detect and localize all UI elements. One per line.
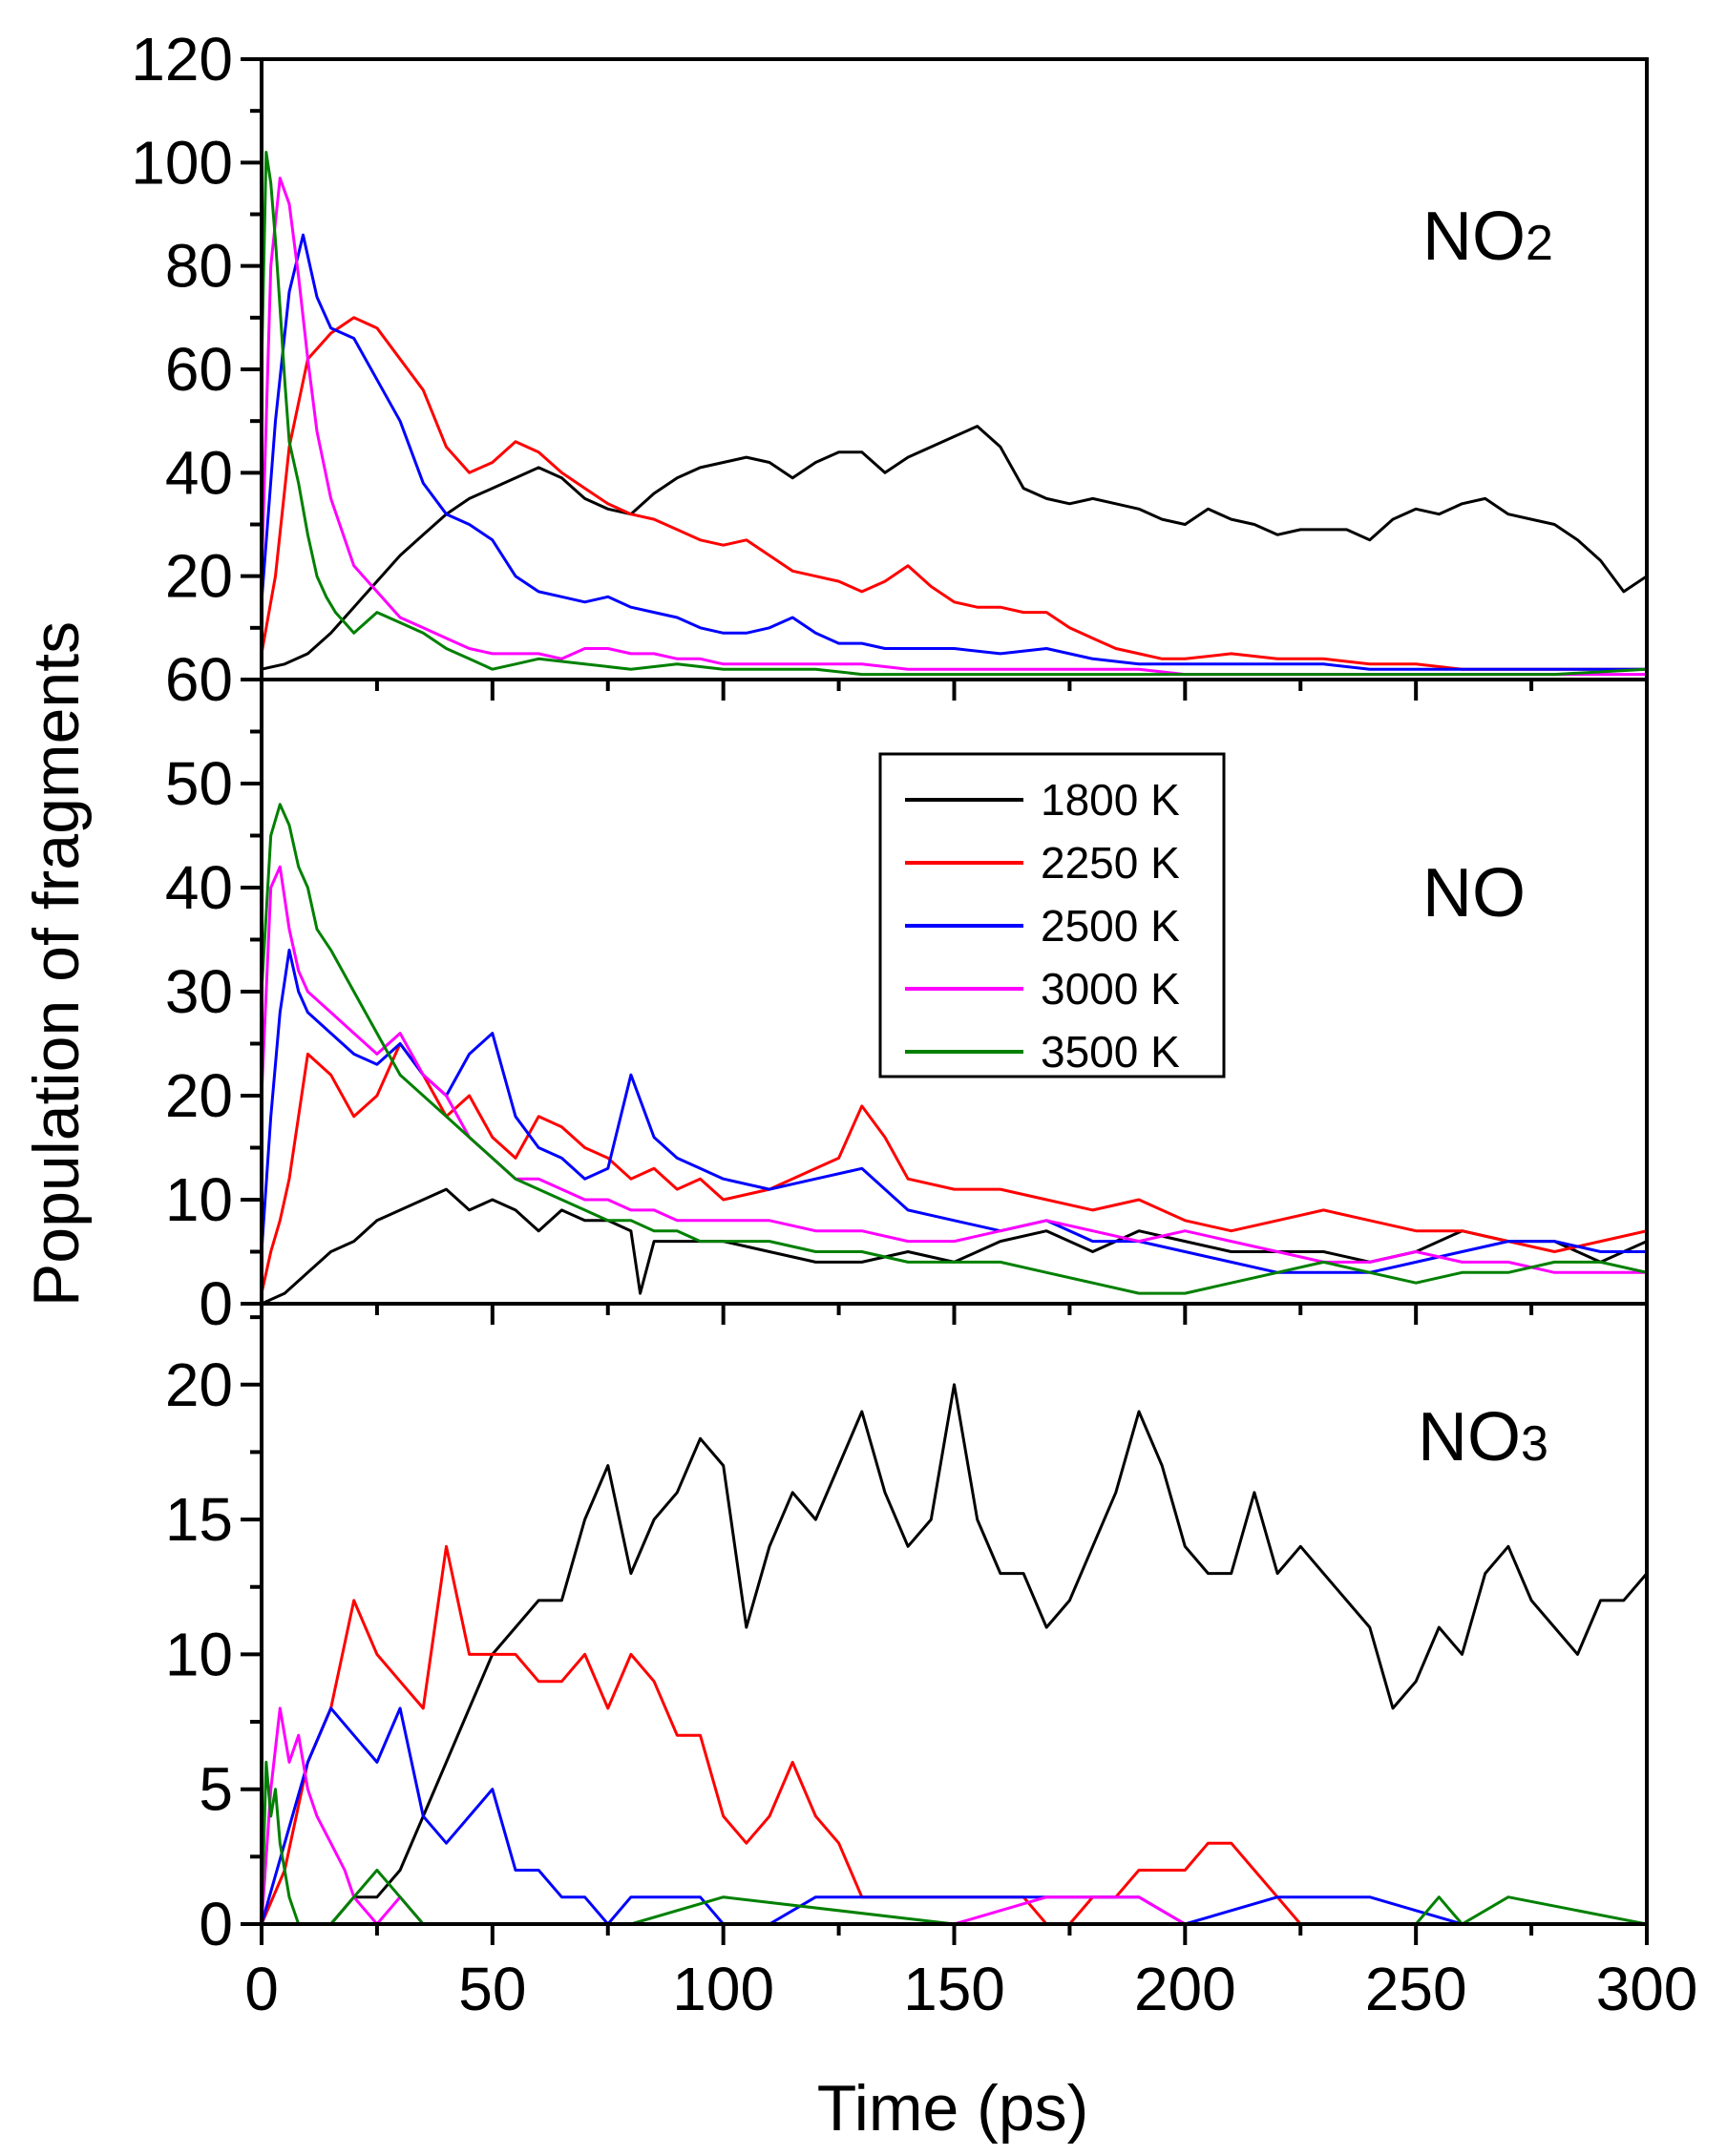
series-line-2500k [262, 948, 1647, 1274]
panel-label-subscript: 2 [1526, 216, 1553, 271]
x-tick-label: 0 [244, 1955, 279, 2023]
y-tick-label: 120 [131, 25, 233, 94]
panel-label-main: NO [1422, 199, 1526, 275]
legend-label: 2500 K [1041, 901, 1180, 951]
panel-label-no2: NO2 [1422, 199, 1553, 275]
legend: 1800 K 2250 K 2500 K 3000 K 3500 K [878, 752, 1226, 1078]
y-tick-label: 30 [165, 957, 233, 1026]
y-tick-label: 10 [165, 1165, 233, 1234]
y-tick-label: 0 [199, 1269, 233, 1338]
panel-label-no3: NO3 [1418, 1399, 1548, 1476]
x-tick-label: 200 [1134, 1955, 1236, 2023]
panel-label-subscript: 3 [1521, 1416, 1548, 1472]
y-tick-label: 20 [165, 542, 233, 611]
x-axis-title: Time (ps) [817, 2072, 1089, 2145]
legend-label: 3000 K [1041, 964, 1180, 1014]
series-group [262, 803, 1647, 1304]
series-line-3000k [262, 177, 1647, 677]
y-tick-label: 50 [165, 749, 233, 818]
y-tick-label: 40 [165, 853, 233, 922]
y-tick-label: 100 [131, 128, 233, 197]
legend-label: 1800 K [1041, 775, 1180, 825]
y-tick-label: 60 [165, 335, 233, 404]
x-tick-label: 250 [1365, 1955, 1467, 2023]
panel-label-no: NO [1422, 855, 1526, 931]
series-group [262, 151, 1647, 677]
y-tick-label: 10 [165, 1620, 233, 1688]
y-tick-label: 5 [199, 1755, 233, 1824]
legend-label: 3500 K [1041, 1027, 1180, 1077]
y-tick-label: 60 [165, 645, 233, 714]
y-tick-label: 20 [165, 1350, 233, 1419]
series-line-3500k [262, 1760, 1647, 1924]
series-line-2250k [262, 1544, 1370, 1924]
x-tick-label: 50 [458, 1955, 526, 2023]
series-line-2250k [262, 1042, 1647, 1294]
panel-label-main: NO [1418, 1399, 1521, 1476]
series-line-3500k [262, 151, 1647, 677]
series-line-1800k [262, 1187, 1647, 1304]
legend-box [878, 752, 1226, 1078]
series-group [262, 1383, 1647, 1924]
plot-frame [260, 57, 1649, 681]
y-tick-label: 15 [165, 1485, 233, 1554]
panel-no2: 60 20 40 60 80 100 120 NO2 [131, 25, 1649, 714]
series-line-3500k [262, 803, 1647, 1295]
panel-label-main: NO [1422, 855, 1526, 931]
series-line-2250k [262, 316, 1647, 671]
panel-no: 0 10 20 30 40 50 NO [165, 678, 1649, 1338]
y-tick-label: 20 [165, 1061, 233, 1130]
y-tick-label: 40 [165, 438, 233, 507]
plot-frame [260, 1302, 1649, 1926]
y-axis-title: Population of fragments [20, 621, 93, 1307]
series-line-3000k [262, 865, 1647, 1274]
legend-label: 2250 K [1041, 838, 1180, 888]
y-tick-label: 0 [199, 1890, 233, 1958]
x-tick-label: 100 [672, 1955, 774, 2023]
y-tick-label: 80 [165, 232, 233, 301]
series-line-1800k [262, 1383, 1647, 1924]
panels: 6020406080100120NO201020304050NO05101520… [131, 25, 1697, 2023]
x-tick-label: 150 [903, 1955, 1005, 2023]
series-line-1800k [262, 425, 1647, 671]
x-tick-label: 300 [1596, 1955, 1698, 2023]
series-line-2500k [262, 233, 1647, 671]
